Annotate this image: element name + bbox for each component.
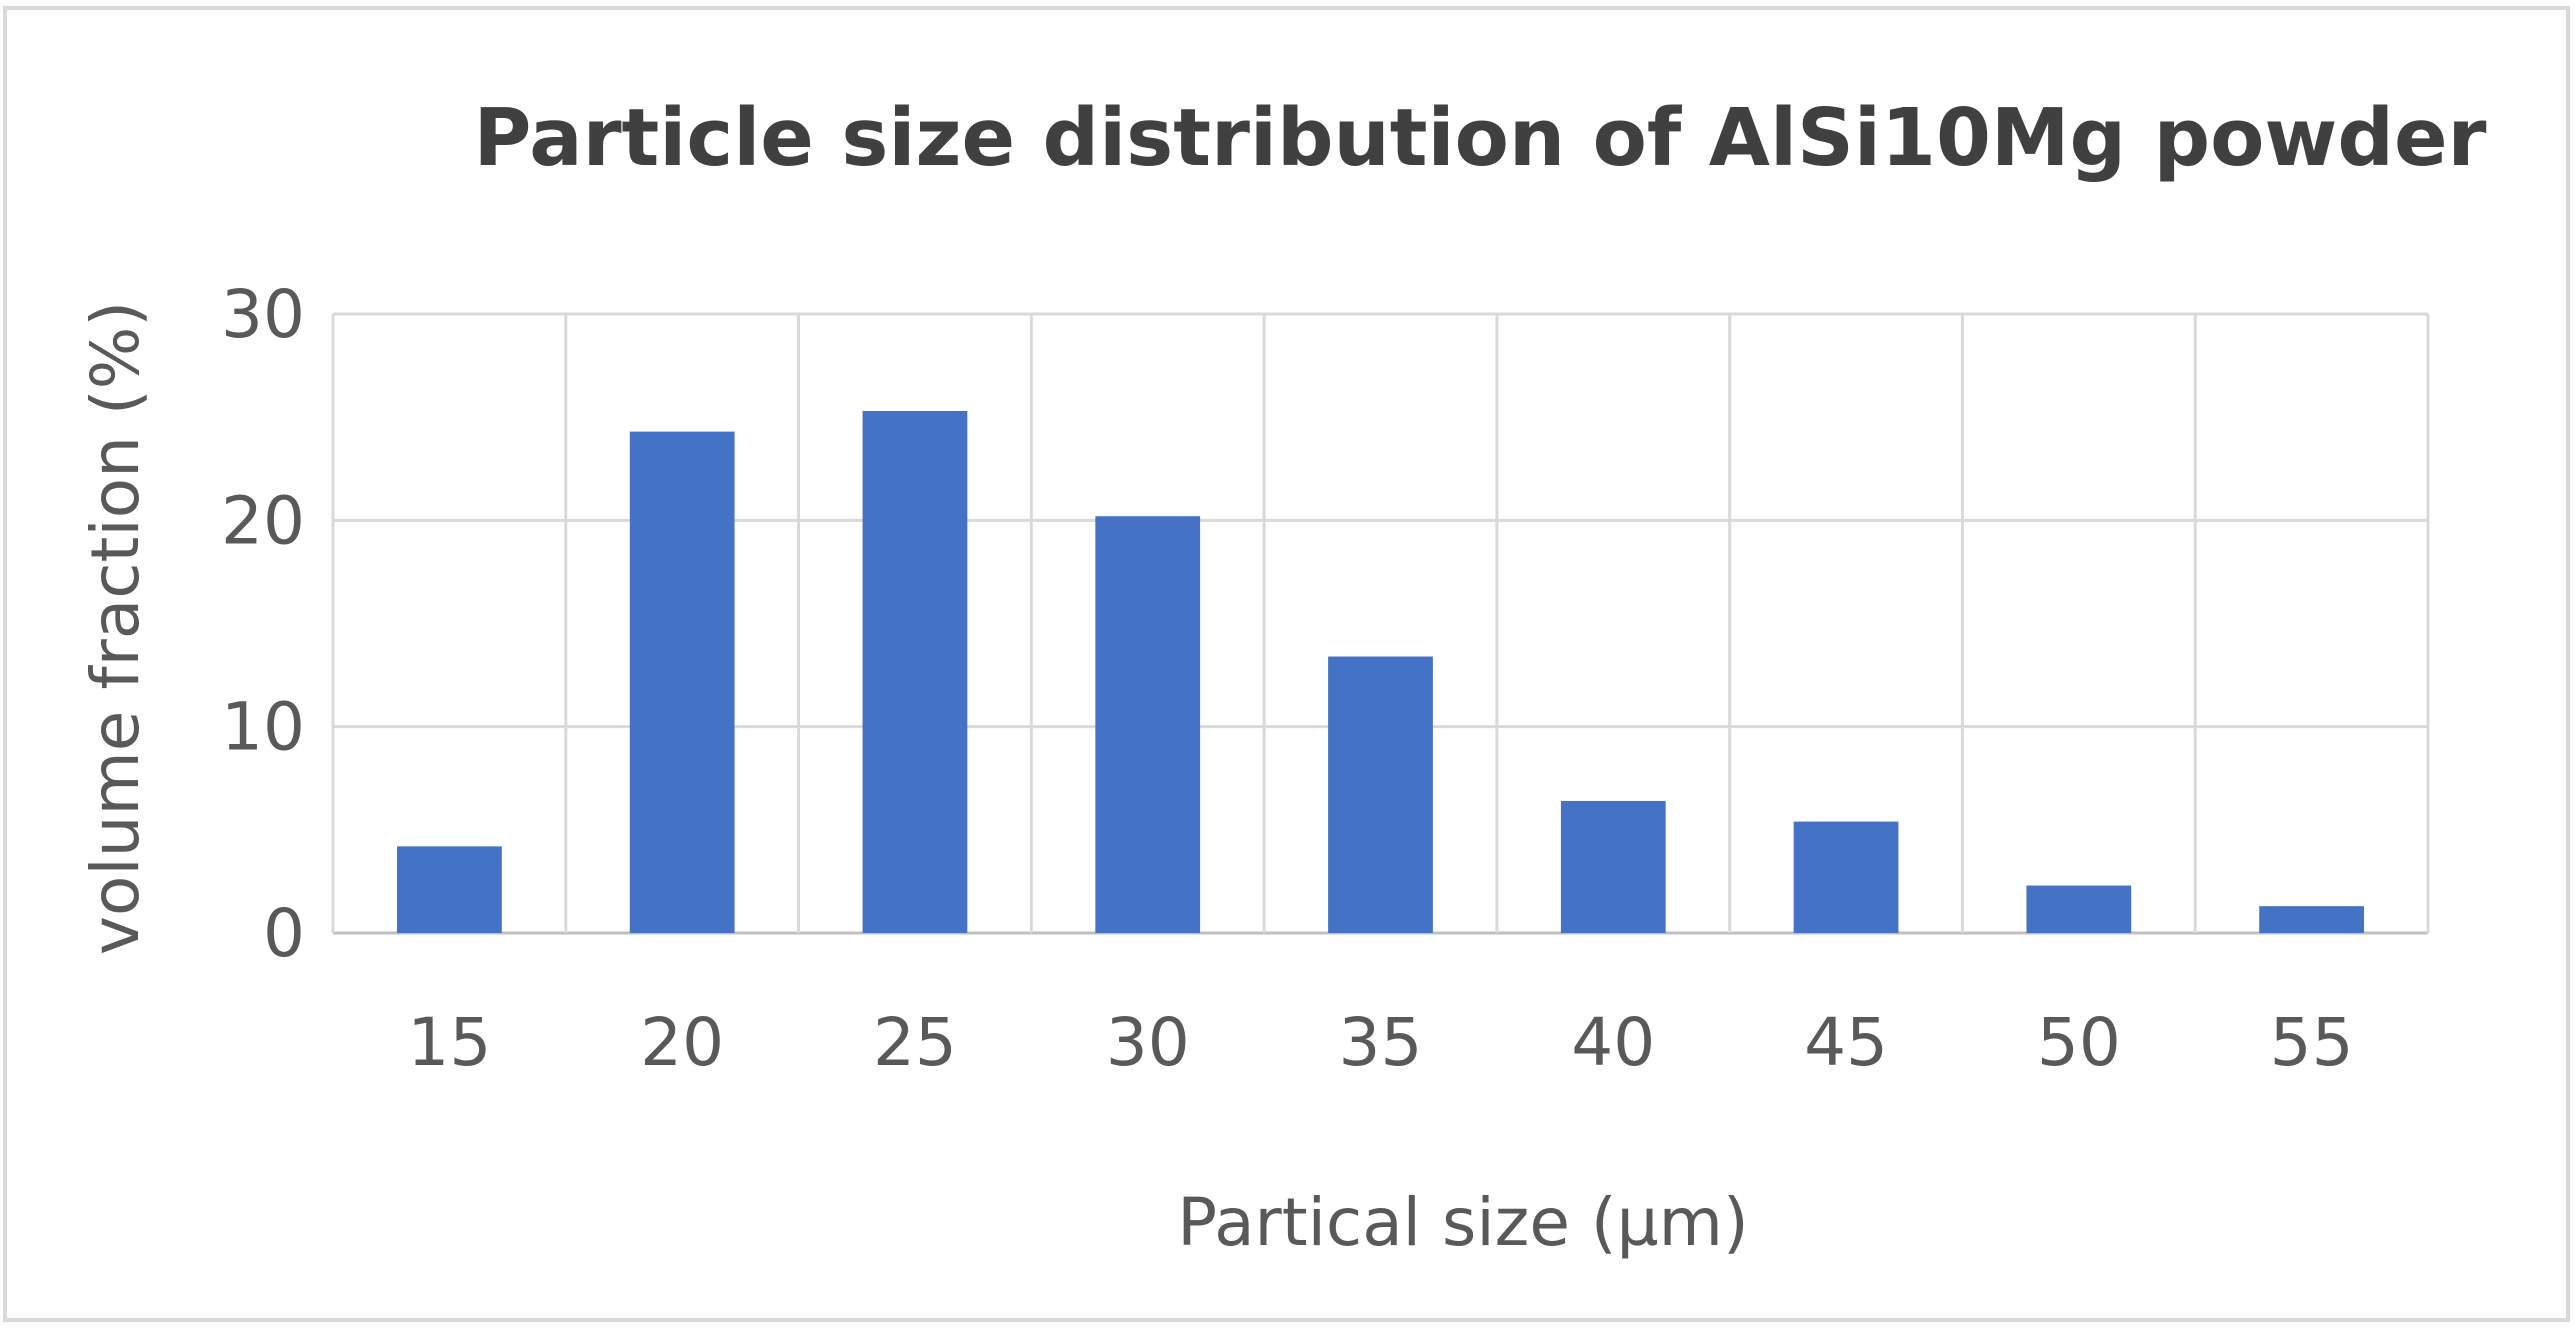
bar-25 <box>862 410 968 933</box>
bar-20 <box>629 431 735 933</box>
bar-50 <box>2026 885 2132 933</box>
x-tick-label: 45 <box>1804 1004 1888 1081</box>
bar-45 <box>1793 821 1899 933</box>
bar-30 <box>1095 516 1201 933</box>
y-tick-label: 20 <box>221 482 305 559</box>
y-tick-label: 10 <box>221 689 305 766</box>
bars <box>397 410 2364 933</box>
bar-40 <box>1560 800 1666 933</box>
x-tick-label: 50 <box>2037 1004 2121 1081</box>
y-axis-label: volume fraction (%) <box>77 301 154 955</box>
x-tick-label: 20 <box>640 1004 724 1081</box>
chart-title: Particle size distribution of AlSi10Mg p… <box>474 92 2487 184</box>
x-axis-ticks: 15 20 25 30 35 40 45 50 55 <box>407 1004 2353 1081</box>
x-tick-label: 15 <box>407 1004 491 1081</box>
bar-55 <box>2259 906 2364 933</box>
chart-border <box>3 6 2570 1322</box>
x-tick-label: 25 <box>873 1004 957 1081</box>
x-tick-label: 55 <box>2270 1004 2354 1081</box>
bar-15 <box>397 846 502 933</box>
y-tick-label: 30 <box>221 276 305 353</box>
x-tick-label: 40 <box>1571 1004 1655 1081</box>
x-tick-label: 30 <box>1106 1004 1190 1081</box>
y-axis-ticks: 0 10 20 30 <box>221 276 305 972</box>
x-axis-label: Partical size (µm) <box>1177 1184 1748 1261</box>
x-tick-label: 35 <box>1339 1004 1423 1081</box>
y-tick-label: 0 <box>263 895 305 972</box>
bar-35 <box>1328 656 1433 933</box>
